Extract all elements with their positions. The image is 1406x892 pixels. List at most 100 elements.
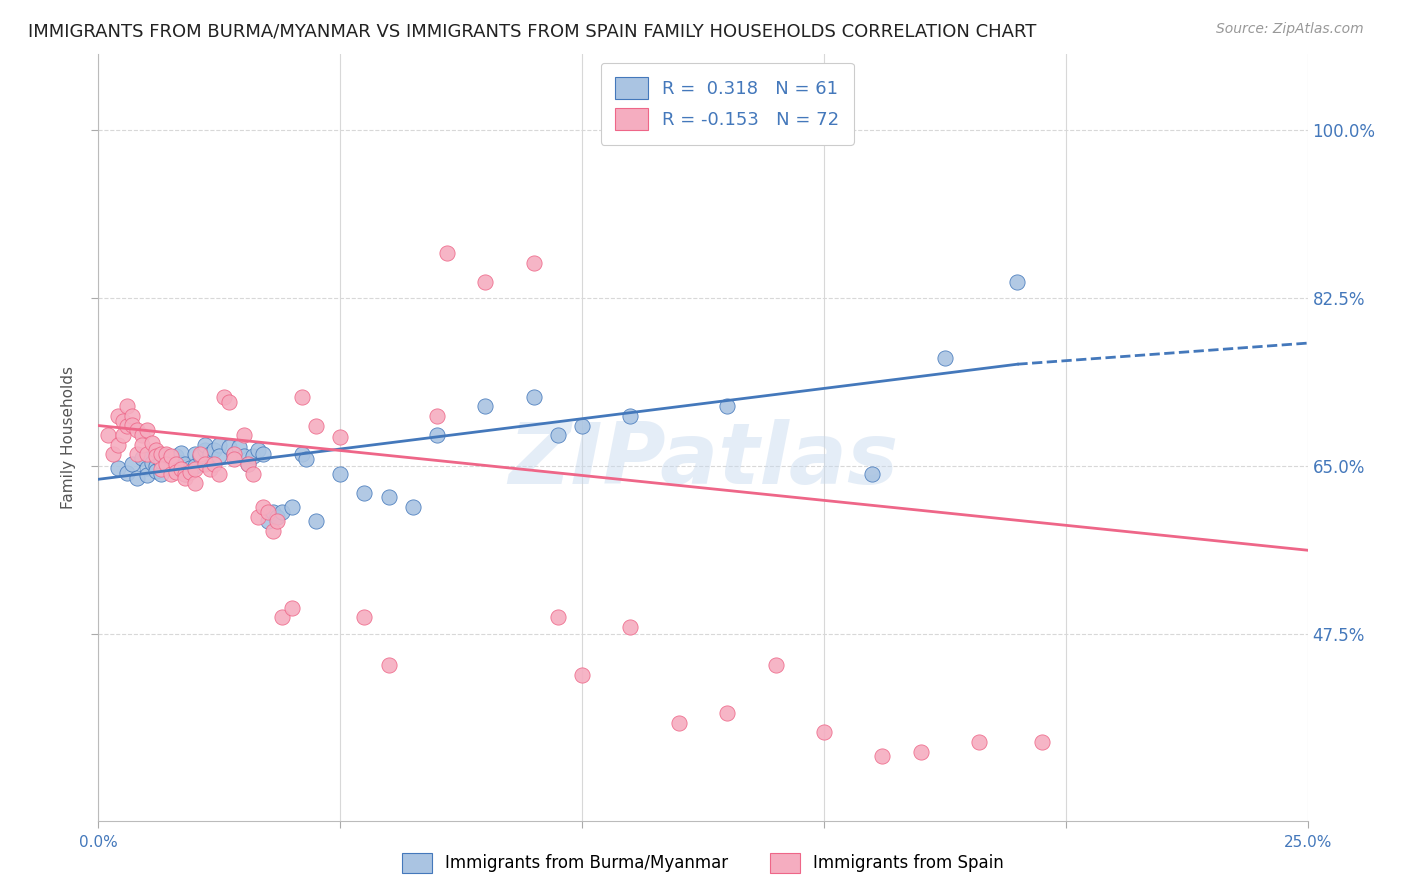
Point [169, 456, 191, 470]
Point [218, 440, 240, 454]
Point [266, 509, 288, 524]
Point [121, 409, 143, 423]
Point [184, 458, 207, 473]
Point [169, 446, 191, 460]
Point [1031, 735, 1053, 749]
Point [619, 409, 641, 423]
Point [127, 447, 149, 461]
Point [150, 461, 173, 475]
Point [329, 430, 352, 444]
Point [155, 450, 177, 464]
Point [523, 255, 546, 269]
Point [150, 447, 173, 461]
Point [107, 409, 129, 423]
Point [238, 457, 260, 471]
Point [179, 460, 201, 475]
Point [353, 610, 375, 624]
Point [107, 460, 129, 475]
Point [232, 428, 254, 442]
Point [145, 458, 167, 473]
Point [271, 505, 294, 519]
Point [97, 428, 120, 442]
Point [426, 428, 449, 442]
Point [1007, 275, 1029, 289]
Point [305, 514, 328, 528]
Point [174, 467, 197, 481]
Point [232, 450, 254, 464]
Point [198, 461, 221, 475]
Point [329, 467, 352, 481]
Point [194, 442, 217, 457]
Point [165, 465, 187, 479]
Point [131, 438, 153, 452]
Point [131, 451, 153, 466]
Point [813, 725, 835, 739]
Point [290, 447, 312, 461]
Point [188, 447, 211, 461]
Point [208, 450, 231, 464]
Point [716, 706, 738, 721]
Point [204, 457, 226, 471]
Point [150, 467, 173, 481]
Text: Source: ZipAtlas.com: Source: ZipAtlas.com [1216, 22, 1364, 37]
Point [474, 400, 496, 414]
Point [228, 440, 250, 454]
Point [174, 467, 197, 481]
Point [353, 485, 375, 500]
Point [242, 467, 264, 481]
Point [111, 428, 134, 442]
Text: ZIPatlas: ZIPatlas [508, 418, 898, 501]
Point [222, 447, 245, 461]
Point [165, 457, 187, 471]
Text: 25.0%: 25.0% [1284, 835, 1331, 850]
Point [111, 414, 134, 428]
Point [266, 515, 288, 529]
Point [934, 351, 956, 366]
Point [127, 471, 149, 485]
Point [247, 442, 270, 457]
Point [174, 471, 197, 485]
Point [262, 505, 284, 519]
Point [184, 447, 207, 461]
Point [208, 438, 231, 452]
Point [716, 400, 738, 414]
Point [910, 745, 932, 759]
Point [571, 668, 593, 682]
Point [135, 423, 157, 437]
Point [184, 461, 207, 475]
Point [169, 461, 191, 475]
Point [155, 447, 177, 461]
Point [145, 450, 167, 464]
Point [967, 735, 990, 749]
Point [547, 610, 569, 624]
Point [165, 450, 187, 464]
Point [121, 417, 143, 432]
Point [141, 435, 163, 450]
Point [160, 451, 183, 466]
Point [305, 418, 328, 433]
Point [174, 457, 197, 471]
Point [222, 447, 245, 461]
Text: IMMIGRANTS FROM BURMA/MYANMAR VS IMMIGRANTS FROM SPAIN FAMILY HOUSEHOLDS CORRELA: IMMIGRANTS FROM BURMA/MYANMAR VS IMMIGRA… [28, 22, 1036, 40]
Text: 0.0%: 0.0% [79, 835, 118, 850]
Point [131, 428, 153, 442]
Point [295, 452, 318, 467]
Point [426, 409, 449, 423]
Point [145, 464, 167, 478]
Point [271, 610, 294, 624]
Point [121, 457, 143, 471]
Point [184, 476, 207, 491]
Point [160, 467, 183, 481]
Y-axis label: Family Households: Family Households [60, 366, 76, 508]
Point [101, 447, 124, 461]
Point [256, 505, 278, 519]
Point [252, 447, 274, 461]
Point [222, 452, 245, 467]
Point [155, 457, 177, 471]
Point [194, 457, 217, 471]
Point [117, 418, 139, 433]
Point [165, 458, 187, 473]
Legend: R =  0.318   N = 61, R = -0.153   N = 72: R = 0.318 N = 61, R = -0.153 N = 72 [600, 62, 853, 145]
Point [107, 438, 129, 452]
Point [402, 500, 425, 514]
